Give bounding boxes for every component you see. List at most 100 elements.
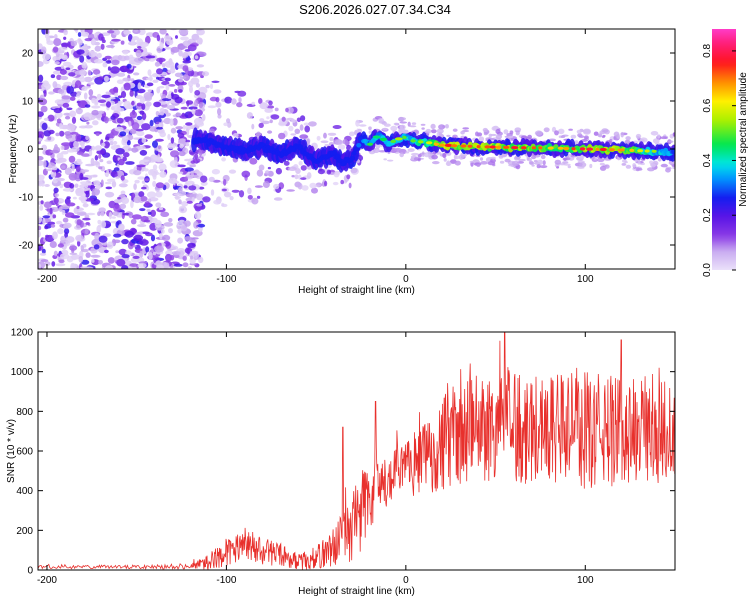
halo-cell xyxy=(399,152,405,158)
noise-cell xyxy=(122,50,129,55)
noise-cell xyxy=(38,225,42,231)
noise-cell xyxy=(149,119,154,127)
halo-cell xyxy=(672,132,675,137)
noise-cell xyxy=(74,80,82,89)
noise-cell xyxy=(76,219,82,226)
noise-cell xyxy=(129,90,134,97)
noise-cell xyxy=(123,82,131,91)
halo-cell xyxy=(657,134,661,139)
noise-cell xyxy=(155,264,165,269)
noise-cell xyxy=(177,164,186,168)
halo-cell xyxy=(513,156,521,161)
noise-cell xyxy=(158,163,167,171)
noise-cell xyxy=(49,207,53,215)
noise-cell xyxy=(170,46,180,53)
noise-cell xyxy=(54,99,63,105)
noise-cell xyxy=(303,122,309,126)
noise-cell xyxy=(54,193,59,197)
noise-cell xyxy=(196,30,201,35)
noise-cell xyxy=(320,140,329,144)
noise-cell xyxy=(71,116,77,124)
noise-cell xyxy=(60,75,69,81)
noise-cell xyxy=(183,73,191,82)
noise-cell xyxy=(52,46,59,53)
noise-cell xyxy=(98,33,104,41)
noise-cell xyxy=(232,133,239,138)
noise-cell xyxy=(104,265,114,269)
noise-cell xyxy=(78,196,88,201)
noise-cell xyxy=(137,224,147,228)
noise-cell xyxy=(90,38,96,46)
noise-cell xyxy=(77,32,82,37)
noise-cell xyxy=(38,156,44,161)
noise-cell xyxy=(273,197,283,201)
noise-cell xyxy=(66,107,73,111)
noise-cell xyxy=(63,112,71,116)
ridge-peak-cell xyxy=(571,147,576,151)
noise-cell xyxy=(101,39,106,43)
halo-cell xyxy=(554,130,559,136)
noise-cell xyxy=(346,174,351,180)
noise-cell xyxy=(200,175,208,183)
halo-cell xyxy=(647,167,655,172)
noise-cell xyxy=(285,107,289,113)
noise-cell xyxy=(262,181,270,188)
noise-cell xyxy=(136,102,143,107)
noise-cell xyxy=(124,230,134,238)
noise-cell xyxy=(223,191,232,198)
noise-cell xyxy=(195,117,203,126)
noise-cell xyxy=(160,211,170,217)
noise-cell xyxy=(75,165,81,172)
noise-cell xyxy=(133,57,144,63)
noise-cell xyxy=(101,94,111,99)
noise-cell xyxy=(59,130,65,137)
noise-cell xyxy=(309,182,317,189)
noise-cell xyxy=(83,112,92,121)
noise-cell xyxy=(188,185,197,191)
noise-cell xyxy=(224,96,233,104)
halo-cell xyxy=(499,160,505,164)
noise-cell xyxy=(61,54,68,61)
noise-cell xyxy=(166,105,176,110)
noise-cell xyxy=(340,179,345,185)
noise-cell xyxy=(80,181,89,185)
noise-cell xyxy=(96,225,102,234)
noise-cell xyxy=(190,172,194,178)
halo-cell xyxy=(454,160,461,166)
noise-cell xyxy=(177,64,183,69)
colorbar: 0.0 0.2 0.4 0.6 0.8 Normalized spectral ampli… xyxy=(702,29,749,277)
noise-cell xyxy=(94,145,102,151)
noise-cell xyxy=(72,255,77,261)
noise-cell xyxy=(107,30,115,34)
noise-cell xyxy=(128,54,134,59)
noise-cell xyxy=(300,115,306,122)
halo-cell xyxy=(443,158,447,162)
noise-cell xyxy=(256,169,264,177)
noise-cell xyxy=(185,122,193,126)
noise-cell xyxy=(182,125,186,130)
halo-cell xyxy=(354,129,358,135)
noise-cell xyxy=(182,262,189,268)
noise-cell xyxy=(178,150,186,157)
y-axis-label: SNR (10 * v/v) xyxy=(6,419,17,483)
noise-cell xyxy=(283,160,290,166)
noise-cell xyxy=(84,190,90,198)
colorbar-tick-label: 0.4 xyxy=(702,153,713,167)
noise-cell xyxy=(104,249,109,254)
noise-cell xyxy=(259,102,269,110)
noise-cell xyxy=(121,135,129,143)
ridge-peak-cell xyxy=(390,139,397,143)
noise-cell xyxy=(107,257,115,264)
noise-cell xyxy=(238,97,242,103)
noise-cell xyxy=(51,261,56,267)
halo-cell xyxy=(487,161,496,166)
noise-cell xyxy=(111,59,120,66)
noise-cell xyxy=(326,169,332,175)
noise-cell xyxy=(166,144,176,149)
noise-cell xyxy=(202,196,211,203)
noise-cell xyxy=(194,90,201,96)
noise-cell xyxy=(84,104,91,108)
noise-cell xyxy=(188,80,194,88)
halo-cell xyxy=(490,156,496,160)
noise-cell xyxy=(159,42,164,50)
